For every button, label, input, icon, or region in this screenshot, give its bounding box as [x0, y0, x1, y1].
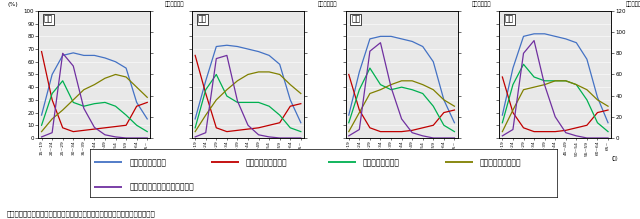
Text: (歳): (歳): [611, 156, 618, 161]
Text: （人口千対）: （人口千対）: [318, 2, 338, 7]
Text: (歳): (歳): [304, 156, 310, 161]
Text: 福井: 福井: [505, 15, 514, 24]
Text: 女：非正規雇用者率: 女：非正規雇用者率: [480, 158, 522, 167]
Text: （人口千対）: （人口千対）: [164, 2, 184, 7]
Text: (%): (%): [7, 2, 18, 7]
Text: (歳): (歳): [150, 156, 157, 161]
Text: （人口千対）: （人口千対）: [472, 2, 492, 7]
Text: 資料）総務省「国勢調査」、厚生労働省「人口動態統計」より国土交通省作成: 資料）総務省「国勢調査」、厚生労働省「人口動態統計」より国土交通省作成: [6, 210, 155, 217]
Text: （人口千対）: （人口千対）: [625, 2, 640, 7]
Text: 年齢階級別出生率（人口千対）: 年齢階級別出生率（人口千対）: [129, 182, 194, 191]
Text: 東京: 東京: [44, 15, 53, 24]
Text: 大阪: 大阪: [198, 15, 207, 24]
Text: 男：非正規雇用者率: 男：非正規雇用者率: [246, 158, 288, 167]
Text: 男：正規雇用者率: 男：正規雇用者率: [129, 158, 166, 167]
Text: (歳): (歳): [458, 156, 464, 161]
Text: 島根: 島根: [351, 15, 360, 24]
Text: 女：正規雇用者率: 女：正規雇用者率: [363, 158, 400, 167]
